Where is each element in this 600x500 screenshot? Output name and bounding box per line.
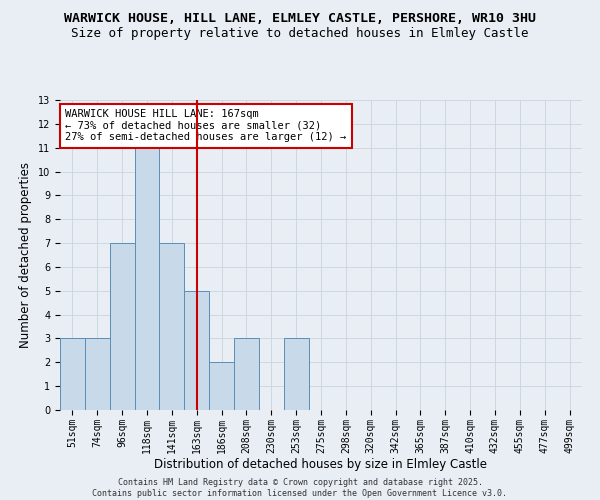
Bar [234,338,259,410]
Text: Contains HM Land Registry data © Crown copyright and database right 2025.
Contai: Contains HM Land Registry data © Crown c… [92,478,508,498]
Bar [85,338,110,410]
Bar [284,338,308,410]
Text: Size of property relative to detached houses in Elmley Castle: Size of property relative to detached ho… [71,28,529,40]
Text: WARWICK HOUSE HILL LANE: 167sqm
← 73% of detached houses are smaller (32)
27% of: WARWICK HOUSE HILL LANE: 167sqm ← 73% of… [65,110,346,142]
Bar [184,291,209,410]
Y-axis label: Number of detached properties: Number of detached properties [19,162,32,348]
Bar [209,362,234,410]
Bar [134,148,160,410]
Text: WARWICK HOUSE, HILL LANE, ELMLEY CASTLE, PERSHORE, WR10 3HU: WARWICK HOUSE, HILL LANE, ELMLEY CASTLE,… [64,12,536,26]
Bar [160,243,184,410]
Bar [110,243,134,410]
X-axis label: Distribution of detached houses by size in Elmley Castle: Distribution of detached houses by size … [155,458,487,471]
Bar [60,338,85,410]
